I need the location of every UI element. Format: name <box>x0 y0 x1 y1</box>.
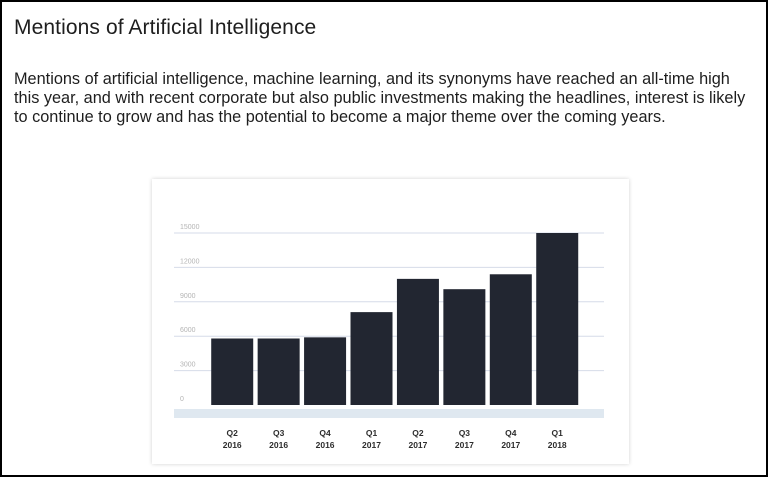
bar <box>350 312 393 405</box>
x-tick-label-year: 2017 <box>362 440 381 450</box>
y-tick-label: 12000 <box>180 258 200 265</box>
bar <box>257 338 300 405</box>
y-tick-label: 15000 <box>180 224 200 231</box>
x-tick-label-quarter: Q4 <box>319 428 331 438</box>
bar <box>304 337 347 405</box>
y-tick-label: 0 <box>180 396 184 403</box>
x-tick-label-year: 2016 <box>269 440 288 450</box>
x-tick-label-year: 2017 <box>501 440 520 450</box>
x-tick-label-year: 2016 <box>316 440 335 450</box>
x-tick-label-quarter: Q2 <box>227 428 239 438</box>
y-tick-label: 6000 <box>180 327 196 334</box>
x-tick-label-quarter: Q4 <box>505 428 517 438</box>
bar <box>396 278 439 405</box>
bar <box>536 233 579 405</box>
mentions-bar-chart: 0 3000 6000 9000 12000 15000 Q2 2016 Q3 2016 Q4 201… <box>174 224 604 450</box>
x-tick-label-year: 2016 <box>223 440 242 450</box>
bar <box>211 338 254 405</box>
x-tick-label-quarter: Q3 <box>273 428 285 438</box>
x-tick-label-quarter: Q3 <box>459 428 471 438</box>
x-tick-label-quarter: Q1 <box>366 428 378 438</box>
bar <box>489 274 532 405</box>
x-tick-label-quarter: Q2 <box>412 428 424 438</box>
description-paragraph: Mentions of artificial intelligence, mac… <box>14 70 746 126</box>
page-title: Mentions of Artificial Intelligence <box>14 16 317 39</box>
chart-card: 0 3000 6000 9000 12000 15000 Q2 2016 Q3 2016 Q4 201… <box>152 179 629 464</box>
x-tick-label-quarter: Q1 <box>552 428 564 438</box>
x-axis-band <box>174 409 604 418</box>
x-tick-label-year: 2017 <box>455 440 474 450</box>
bar <box>443 289 486 405</box>
y-tick-label: 9000 <box>180 293 196 300</box>
x-tick-label-year: 2017 <box>408 440 427 450</box>
x-tick-label-year: 2018 <box>548 440 567 450</box>
y-tick-label: 3000 <box>180 362 196 369</box>
